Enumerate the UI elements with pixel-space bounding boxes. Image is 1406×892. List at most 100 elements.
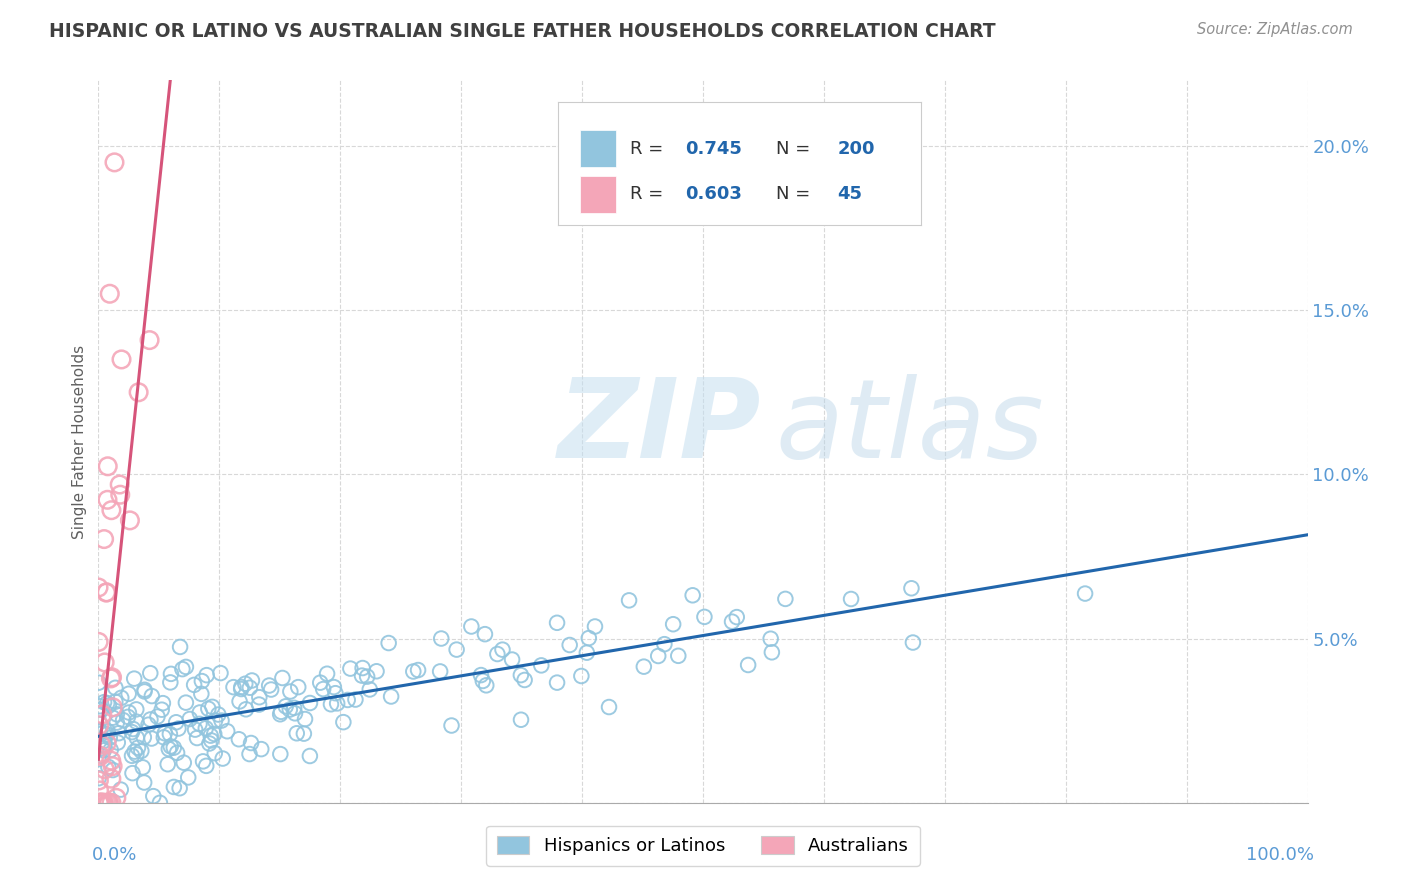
Point [105, 715, 128, 730]
Point [90, 748, 112, 763]
Point [633, 659, 655, 673]
Point [197, 702, 219, 716]
Point [103, 155, 125, 169]
Point [486, 647, 509, 661]
Point [91, 741, 114, 756]
Point [138, 717, 160, 731]
Point [110, 352, 132, 367]
Point [460, 619, 482, 633]
Point [274, 699, 297, 714]
Point [207, 707, 229, 722]
Point [87, 752, 110, 766]
Point [97, 796, 120, 810]
Point [98, 286, 121, 301]
Point [107, 735, 129, 749]
Point [89, 724, 111, 739]
Point [188, 717, 211, 731]
Point [91, 796, 114, 810]
Point [475, 678, 498, 692]
Point [141, 689, 163, 703]
Point [513, 673, 536, 687]
Point [96, 492, 118, 507]
Text: 100.0%: 100.0% [1246, 847, 1313, 864]
Point [93, 743, 115, 757]
Point [583, 619, 606, 633]
Point [87, 635, 110, 649]
Point [647, 648, 669, 663]
Point [177, 771, 200, 785]
Point [316, 666, 339, 681]
Point [339, 662, 361, 676]
Text: HISPANIC OR LATINO VS AUSTRALIAN SINGLE FATHER HOUSEHOLDS CORRELATION CHART: HISPANIC OR LATINO VS AUSTRALIAN SINGLE … [49, 22, 995, 41]
Point [240, 673, 263, 688]
Point [231, 681, 253, 696]
Point [134, 775, 156, 789]
Point [89, 748, 111, 763]
Point [121, 725, 143, 739]
Point [228, 732, 250, 747]
Point [235, 702, 257, 716]
Point [153, 726, 176, 740]
Point [87, 675, 110, 690]
Point [332, 715, 354, 730]
Point [470, 668, 492, 682]
Point [112, 713, 135, 727]
Point [278, 702, 301, 716]
Point [97, 760, 120, 774]
Point [100, 772, 122, 786]
Point [132, 760, 155, 774]
Point [152, 696, 174, 710]
Point [693, 610, 716, 624]
Point [186, 731, 208, 745]
Point [125, 731, 148, 745]
Point [294, 712, 316, 726]
Point [150, 703, 173, 717]
Point [87, 796, 110, 810]
Point [118, 706, 141, 720]
Point [100, 672, 122, 686]
Point [101, 670, 124, 684]
Point [167, 722, 190, 736]
Point [146, 709, 169, 723]
Point [1074, 586, 1097, 600]
Point [578, 631, 600, 645]
Point [87, 772, 110, 786]
Point [125, 702, 148, 716]
Point [725, 610, 748, 624]
Point [118, 687, 141, 701]
Point [359, 682, 381, 697]
Point [662, 617, 685, 632]
Point [90, 796, 112, 810]
Point [174, 696, 197, 710]
Point [159, 727, 181, 741]
Point [211, 751, 233, 765]
Point [94, 762, 117, 776]
Point [195, 759, 218, 773]
Point [233, 677, 256, 691]
Point [530, 658, 553, 673]
Point [222, 680, 245, 694]
Point [108, 477, 131, 491]
Point [91, 796, 114, 810]
Point [93, 796, 115, 810]
Point [558, 638, 581, 652]
Point [134, 682, 156, 697]
Point [270, 705, 292, 719]
Point [100, 796, 122, 810]
Point [446, 642, 468, 657]
Point [169, 781, 191, 796]
Point [122, 722, 145, 736]
Point [721, 615, 744, 629]
Point [101, 700, 124, 714]
Point [105, 707, 128, 722]
Point [231, 680, 253, 694]
Point [139, 713, 162, 727]
Point [134, 684, 156, 698]
Point [179, 712, 201, 726]
Point [121, 748, 143, 763]
Point [163, 780, 186, 794]
Point [104, 695, 127, 709]
Point [598, 700, 620, 714]
Point [159, 739, 181, 754]
Point [344, 692, 367, 706]
